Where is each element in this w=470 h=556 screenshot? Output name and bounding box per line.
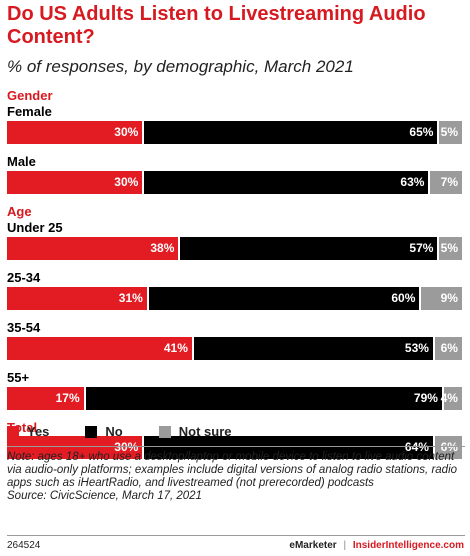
data-label-not-sure: 5% <box>440 125 458 139</box>
divider-line <box>7 446 465 447</box>
data-label-not-sure: 7% <box>440 175 458 189</box>
bar-separator <box>191 337 194 360</box>
row-label-female: Female <box>7 104 52 119</box>
row-label-35-54: 35-54 <box>7 320 41 335</box>
data-label-yes: 17% <box>55 391 80 405</box>
legend-item-not-sure: Not sure <box>158 424 232 439</box>
bar-segment-yes: 30% <box>7 436 143 459</box>
chart-note: Note: ages 18+ who use a desktop/laptop … <box>7 451 467 503</box>
note-text: Note: ages 18+ who use a desktop/laptop … <box>7 451 458 489</box>
bar-age-35-54: 41% 53% 6% <box>7 337 462 360</box>
bar-segment-yes: 31% <box>7 287 147 310</box>
bar-separator <box>419 287 422 310</box>
bar-separator <box>142 171 145 194</box>
legend-swatch-not-sure <box>158 425 171 438</box>
legend-label-yes: Yes <box>27 424 50 439</box>
bar-separator <box>437 237 440 260</box>
bar-segment-yes: 38% <box>7 237 179 260</box>
bar-segment-no: 64% <box>144 436 433 459</box>
bar-segment-no: 53% <box>193 337 433 360</box>
bar-segment-not-sure: 6% <box>434 337 462 360</box>
data-label-yes: 30% <box>114 440 139 454</box>
bar-segment-not-sure: 7% <box>430 171 462 194</box>
legend-swatch-yes <box>7 425 19 438</box>
data-label-no: 64% <box>404 440 429 454</box>
row-label-under-25: Under 25 <box>7 220 63 235</box>
chart-title: Do US Adults Listen to Livestreaming Aud… <box>7 3 426 48</box>
bar-segment-not-sure: 6% <box>434 436 462 459</box>
data-label-no: 63% <box>400 175 425 189</box>
brand-divider: | <box>343 540 347 551</box>
bar-total-total: 30% 64% 6% <box>7 436 462 459</box>
data-label-no: 79% <box>413 391 438 405</box>
bar-gender-female: 30% 65% 5% <box>7 121 462 144</box>
data-label-yes: 38% <box>150 241 175 255</box>
bar-gender-male: 30% 63% 7% <box>7 171 462 194</box>
data-label-yes: 30% <box>114 125 139 139</box>
bar-age-under-25: 38% 57% 5% <box>7 237 462 260</box>
bar-segment-not-sure: 5% <box>439 121 462 144</box>
bar-segment-yes: 41% <box>7 337 192 360</box>
bar-separator <box>441 387 444 410</box>
bar-segment-yes: 17% <box>7 387 84 410</box>
bar-separator <box>428 171 431 194</box>
footer-brand: eMarketer | InsiderIntelligence.com <box>289 540 464 551</box>
row-label-male: Male <box>7 154 36 169</box>
chart-legend: Yes No Not sure <box>7 424 268 439</box>
bar-segment-no: 65% <box>144 121 438 144</box>
bar-segment-yes: 30% <box>7 121 143 144</box>
brand-insider-intelligence: InsiderIntelligence.com <box>352 540 464 551</box>
bar-segment-no: 57% <box>180 237 438 260</box>
legend-item-yes: Yes <box>7 424 49 439</box>
bar-separator <box>432 436 435 459</box>
bar-age-55: 17% 79% 4% <box>7 387 462 410</box>
data-label-yes: 41% <box>163 341 188 355</box>
data-label-no: 60% <box>391 291 416 305</box>
bar-segment-not-sure: 5% <box>439 237 462 260</box>
bar-segment-no: 63% <box>144 171 429 194</box>
data-label-yes: 31% <box>118 291 143 305</box>
brand-emarketer: eMarketer <box>289 540 337 551</box>
row-label-25-34: 25-34 <box>7 270 41 285</box>
legend-label-no: No <box>105 424 123 439</box>
bar-separator <box>178 237 181 260</box>
group-label-age: Age <box>7 204 32 219</box>
bar-separator <box>142 121 145 144</box>
bar-separator <box>142 436 145 459</box>
bar-age-25-34: 31% 60% 9% <box>7 287 462 310</box>
source-text: Source: CivicScience, March 17, 2021 <box>7 490 202 502</box>
footer-divider-line <box>7 535 465 536</box>
legend-label-not-sure: Not sure <box>178 424 232 439</box>
chart-subtitle: % of responses, by demographic, March 20… <box>7 57 354 76</box>
data-label-no: 53% <box>404 341 429 355</box>
legend-swatch-no <box>85 425 98 438</box>
bar-separator <box>146 287 149 310</box>
bar-separator <box>437 121 440 144</box>
data-label-yes: 30% <box>114 175 139 189</box>
bar-segment-not-sure: 9% <box>421 287 462 310</box>
group-label-gender: Gender <box>7 88 53 103</box>
data-label-not-sure: 6% <box>440 440 458 454</box>
bar-separator <box>83 387 86 410</box>
data-label-not-sure: 4% <box>440 391 458 405</box>
data-label-no: 65% <box>409 125 434 139</box>
bar-segment-no: 79% <box>85 387 442 410</box>
bar-segment-yes: 30% <box>7 171 143 194</box>
bar-segment-no: 60% <box>148 287 420 310</box>
bar-separator <box>432 337 435 360</box>
bar-segment-not-sure: 4% <box>440 387 462 410</box>
chart-id: 264524 <box>7 540 41 551</box>
row-label-55: 55+ <box>7 370 30 385</box>
data-label-not-sure: 5% <box>440 241 458 255</box>
data-label-no: 57% <box>409 241 434 255</box>
legend-item-no: No <box>85 424 123 439</box>
data-label-not-sure: 6% <box>440 341 458 355</box>
data-label-not-sure: 9% <box>440 291 458 305</box>
